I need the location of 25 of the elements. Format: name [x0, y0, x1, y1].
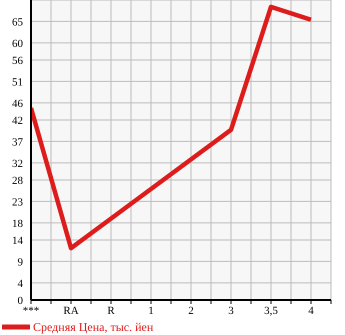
x-tick-label: *** [22, 304, 40, 317]
y-tick-label: 9 [18, 256, 24, 268]
y-tick-label: 14 [12, 234, 24, 247]
y-tick-label: 4 [18, 278, 24, 290]
x-tick-label: 3 [228, 304, 234, 317]
y-tick-label: 32 [12, 158, 23, 170]
x-tick-label: RA [63, 304, 79, 317]
y-tick-label: 56 [12, 54, 24, 67]
legend-label: Средняя Цена, тыс. йен [33, 320, 154, 334]
y-tick-label: 18 [12, 218, 24, 230]
x-tick-label: 3,5 [264, 304, 278, 317]
y-tick-label: 28 [12, 174, 24, 187]
x-tick-label: 4 [308, 304, 314, 317]
x-tick-label: 2 [188, 304, 194, 317]
y-tick-label: 37 [12, 136, 24, 148]
y-tick-label: 60 [12, 38, 24, 50]
y-tick-label: 65 [12, 16, 24, 28]
y-tick-label: 51 [12, 76, 23, 88]
x-tick-label: R [107, 304, 116, 317]
line-series [31, 4, 314, 250]
y-tick-label: 42 [12, 114, 23, 127]
y-tick-label: 0 [18, 294, 24, 307]
y-tick-label: 46 [12, 98, 24, 110]
x-tick-label: 1 [148, 304, 154, 317]
y-tick-label: 23 [12, 196, 24, 208]
